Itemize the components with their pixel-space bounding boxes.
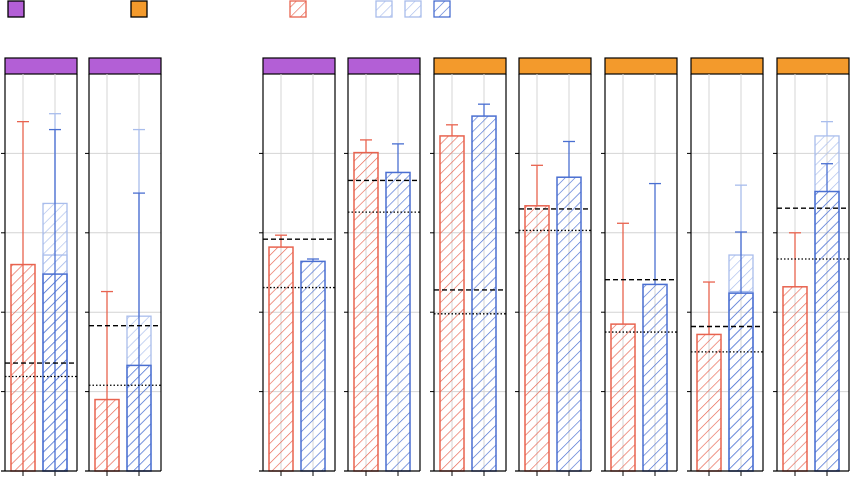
legend-swatch-blue-hatch	[433, 0, 451, 18]
panel-9	[773, 57, 850, 476]
panel-header	[776, 57, 850, 75]
panel-7	[601, 57, 678, 476]
panel-4	[344, 57, 421, 476]
panel-6	[515, 57, 592, 476]
panel-header	[518, 57, 592, 75]
legend-swatch-red-hatch	[289, 0, 307, 18]
panel-header	[433, 57, 507, 75]
bar-red	[696, 333, 722, 472]
bar-blue	[556, 176, 582, 472]
legend-swatch-blue-light-hatch	[404, 0, 422, 18]
panel-header	[4, 57, 78, 75]
panel-5	[430, 57, 507, 476]
bar-red	[610, 323, 636, 472]
panel-header	[262, 57, 336, 75]
bar-blue	[814, 190, 840, 472]
panel-header	[88, 57, 162, 75]
panel-2	[85, 57, 162, 476]
bar-red	[353, 151, 379, 472]
bar-red	[524, 205, 550, 472]
bar-red	[439, 135, 465, 472]
bar-blue	[471, 115, 497, 472]
chart-panels	[1, 57, 850, 476]
bar-blue	[642, 283, 668, 472]
legend-swatch-blue-light-hatch	[375, 0, 393, 18]
legend-swatch-orange-solid	[130, 0, 148, 18]
bar-red	[782, 286, 808, 472]
panel-3	[259, 57, 336, 476]
legend-swatch-purple-solid	[7, 0, 25, 18]
panel-8	[687, 57, 764, 476]
bar-blue	[385, 171, 411, 472]
bar-red	[268, 246, 294, 472]
panel-header	[604, 57, 678, 75]
bar-blue	[728, 292, 754, 472]
panel-1	[1, 57, 78, 476]
legend	[7, 0, 451, 18]
bar-blue	[300, 260, 326, 472]
panel-header	[690, 57, 764, 75]
panel-header	[347, 57, 421, 75]
